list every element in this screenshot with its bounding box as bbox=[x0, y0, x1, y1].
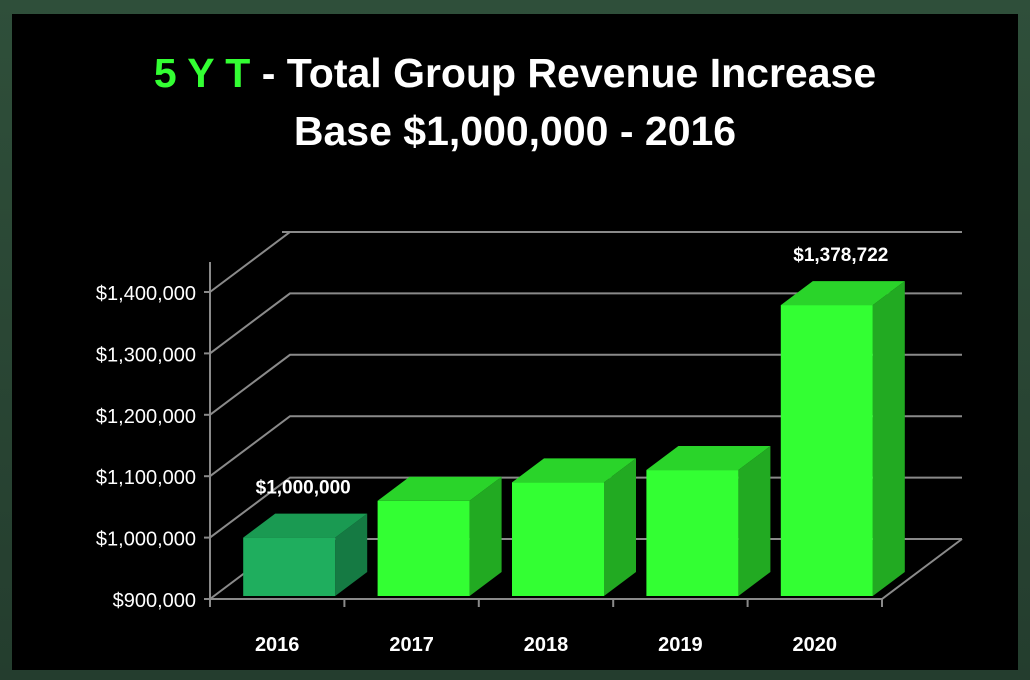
bar-2019 bbox=[646, 470, 739, 596]
x-tick-label: 2018 bbox=[524, 634, 569, 656]
bar-2018 bbox=[512, 482, 604, 596]
gridline bbox=[209, 292, 962, 355]
data-label: $1,378,722 bbox=[793, 245, 888, 266]
bar-top-2019 bbox=[646, 446, 771, 471]
bar-chart: $900,000 $1,000,000 $1,100,000 $1,200,000 $1… bbox=[96, 231, 963, 656]
bar-side-2020 bbox=[872, 281, 905, 596]
gridline bbox=[209, 353, 962, 416]
chart-title: 5 Y T - Total Group Revenue Increase Bas… bbox=[12, 44, 1018, 160]
y-tick-label: $900,000 bbox=[113, 590, 196, 612]
y-tick-label: $1,100,000 bbox=[96, 467, 196, 489]
y-tick-label: $1,300,000 bbox=[96, 344, 196, 366]
chart-frame: 5 Y T - Total Group Revenue Increase Bas… bbox=[12, 14, 1018, 670]
title-line-1: 5 Y T - Total Group Revenue Increase bbox=[12, 44, 1018, 102]
bar-top-2020 bbox=[780, 281, 905, 306]
x-tick-label: 2017 bbox=[389, 634, 434, 656]
title-line-2: Base $1,000,000 - 2016 bbox=[293, 108, 737, 154]
bar-2017 bbox=[377, 500, 470, 596]
bar-top-2017 bbox=[377, 476, 502, 501]
bar-side-2019 bbox=[738, 446, 771, 596]
x-tick-label: 2016 bbox=[255, 634, 300, 656]
bar-2016 bbox=[243, 537, 336, 596]
data-label: $1,000,000 bbox=[256, 478, 351, 499]
x-tick-label: 2019 bbox=[658, 634, 703, 656]
bar-2020 bbox=[780, 305, 873, 596]
y-tick-label: $1,400,000 bbox=[96, 283, 196, 305]
bar-top-2018 bbox=[512, 458, 636, 483]
bar-side-2018 bbox=[604, 458, 636, 596]
bar-side-2017 bbox=[469, 476, 502, 596]
x-tick-label: 2020 bbox=[793, 634, 838, 656]
title-line-1-text: - Total Group Revenue Increase bbox=[250, 50, 877, 96]
gridline bbox=[209, 415, 962, 478]
bar-side-2016 bbox=[335, 513, 368, 596]
bar-top-2016 bbox=[243, 513, 368, 538]
y-tick-label: $1,000,000 bbox=[96, 529, 196, 551]
title-accent: 5 Y T bbox=[153, 50, 251, 96]
y-tick-label: $1,200,000 bbox=[96, 406, 196, 428]
